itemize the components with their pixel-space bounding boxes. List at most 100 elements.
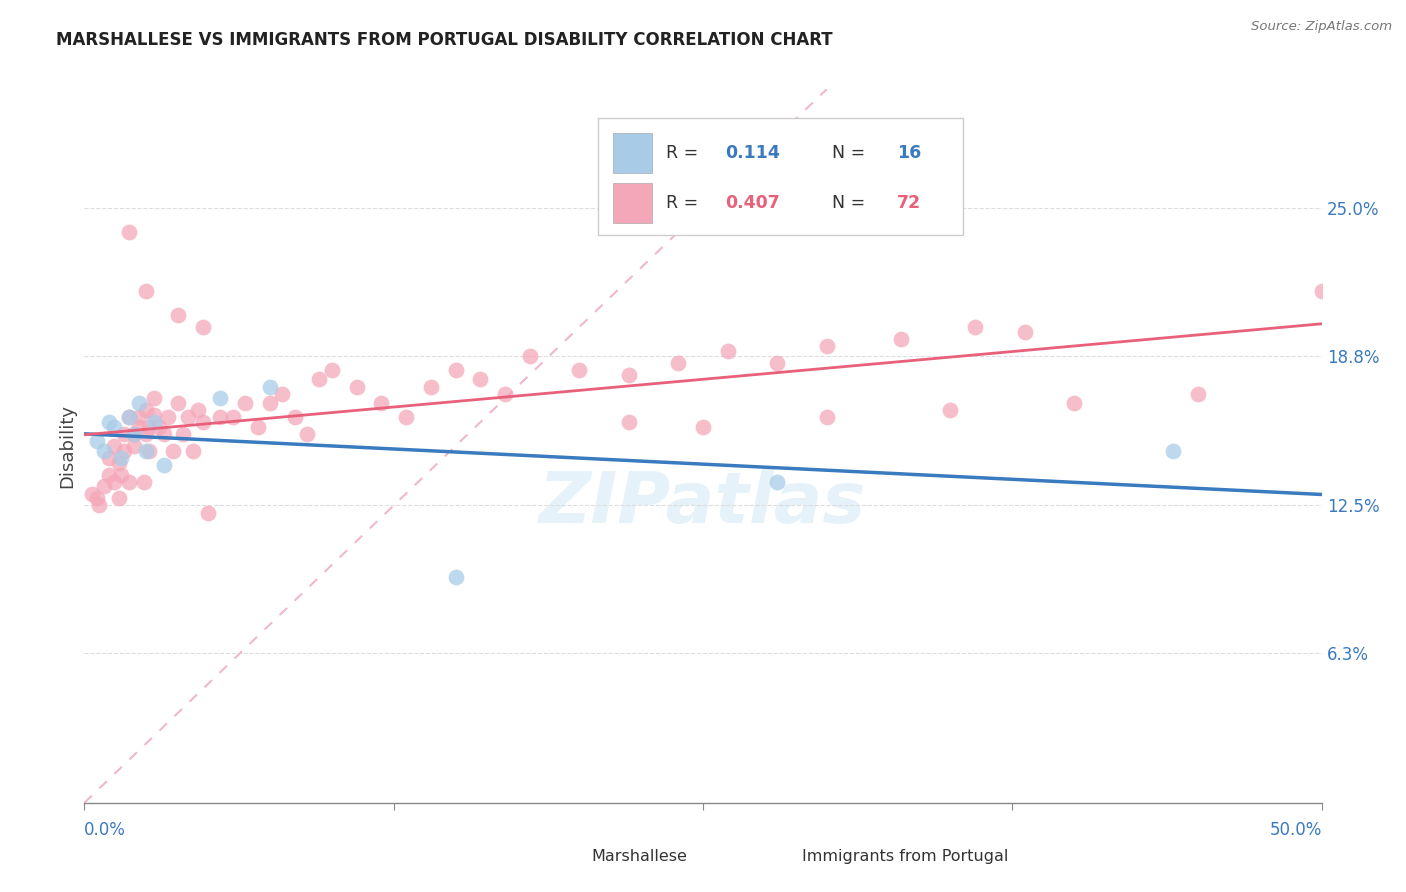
- Point: [110, 450, 132, 465]
- Point: [89, 499, 111, 513]
- Point: [103, 420, 125, 434]
- Point: [108, 491, 131, 506]
- Point: [370, 396, 392, 410]
- Point: [167, 396, 190, 410]
- Point: [122, 427, 145, 442]
- Point: [191, 415, 214, 429]
- Text: 0.0%: 0.0%: [84, 821, 127, 838]
- Point: [395, 410, 418, 425]
- Point: [110, 467, 132, 482]
- Point: [142, 408, 165, 422]
- Point: [157, 410, 180, 425]
- Point: [197, 506, 219, 520]
- Point: [494, 386, 516, 401]
- Point: [162, 443, 184, 458]
- Point: [128, 410, 150, 425]
- Point: [132, 475, 155, 489]
- Point: [128, 420, 150, 434]
- Point: [135, 403, 157, 417]
- Point: [965, 320, 987, 334]
- Point: [1161, 443, 1184, 458]
- Point: [222, 410, 245, 425]
- Point: [138, 420, 160, 434]
- Point: [118, 410, 141, 425]
- Point: [148, 420, 170, 434]
- Text: 0.114: 0.114: [725, 145, 780, 162]
- Point: [519, 349, 541, 363]
- Point: [444, 363, 467, 377]
- Point: [98, 450, 121, 465]
- Point: [617, 368, 640, 382]
- FancyBboxPatch shape: [613, 184, 652, 223]
- Point: [939, 403, 962, 417]
- Point: [1063, 396, 1085, 410]
- Text: 0.407: 0.407: [725, 194, 780, 212]
- Point: [191, 320, 214, 334]
- Point: [233, 396, 256, 410]
- Text: Immigrants from Portugal: Immigrants from Portugal: [801, 849, 1008, 863]
- Point: [108, 456, 131, 470]
- Point: [187, 403, 209, 417]
- Text: 72: 72: [897, 194, 921, 212]
- Point: [122, 439, 145, 453]
- Text: Marshallese: Marshallese: [592, 849, 688, 863]
- Point: [815, 339, 838, 353]
- Point: [259, 379, 281, 393]
- Point: [172, 427, 194, 442]
- Point: [470, 372, 492, 386]
- Point: [346, 379, 368, 393]
- Point: [617, 415, 640, 429]
- Y-axis label: Disability: Disability: [58, 404, 76, 488]
- Point: [209, 410, 232, 425]
- Point: [135, 443, 157, 458]
- Point: [135, 427, 157, 442]
- Text: N =: N =: [821, 145, 870, 162]
- Point: [128, 396, 150, 410]
- Text: MARSHALLESE VS IMMIGRANTS FROM PORTUGAL DISABILITY CORRELATION CHART: MARSHALLESE VS IMMIGRANTS FROM PORTUGAL …: [56, 31, 832, 49]
- Text: Source: ZipAtlas.com: Source: ZipAtlas.com: [1251, 20, 1392, 33]
- Point: [209, 392, 232, 406]
- Point: [118, 410, 141, 425]
- FancyBboxPatch shape: [598, 118, 963, 235]
- Text: ZIPatlas: ZIPatlas: [540, 468, 866, 538]
- Point: [666, 356, 689, 370]
- Point: [142, 415, 165, 429]
- Point: [93, 479, 115, 493]
- Point: [321, 363, 343, 377]
- Point: [152, 458, 174, 472]
- FancyBboxPatch shape: [759, 844, 793, 867]
- Point: [118, 225, 141, 239]
- Point: [118, 475, 141, 489]
- Point: [419, 379, 441, 393]
- Point: [112, 443, 135, 458]
- Point: [167, 308, 190, 322]
- Point: [80, 486, 103, 500]
- Point: [142, 392, 165, 406]
- Point: [815, 410, 838, 425]
- Point: [568, 363, 591, 377]
- Point: [259, 396, 281, 410]
- Point: [766, 475, 789, 489]
- Point: [86, 434, 108, 449]
- Text: R =: R =: [666, 194, 703, 212]
- Point: [308, 372, 330, 386]
- Point: [177, 410, 200, 425]
- Point: [1187, 386, 1209, 401]
- Point: [717, 343, 740, 358]
- Text: 50.0%: 50.0%: [1270, 821, 1322, 838]
- Point: [246, 420, 269, 434]
- Text: R =: R =: [666, 145, 703, 162]
- FancyBboxPatch shape: [548, 844, 583, 867]
- FancyBboxPatch shape: [613, 134, 652, 173]
- Text: 16: 16: [897, 145, 921, 162]
- Point: [1310, 285, 1333, 299]
- Point: [98, 467, 121, 482]
- Point: [890, 332, 912, 346]
- Point: [444, 570, 467, 584]
- Point: [122, 427, 145, 442]
- Point: [284, 410, 307, 425]
- Point: [181, 443, 204, 458]
- Point: [103, 475, 125, 489]
- Text: N =: N =: [821, 194, 870, 212]
- Point: [1014, 325, 1036, 339]
